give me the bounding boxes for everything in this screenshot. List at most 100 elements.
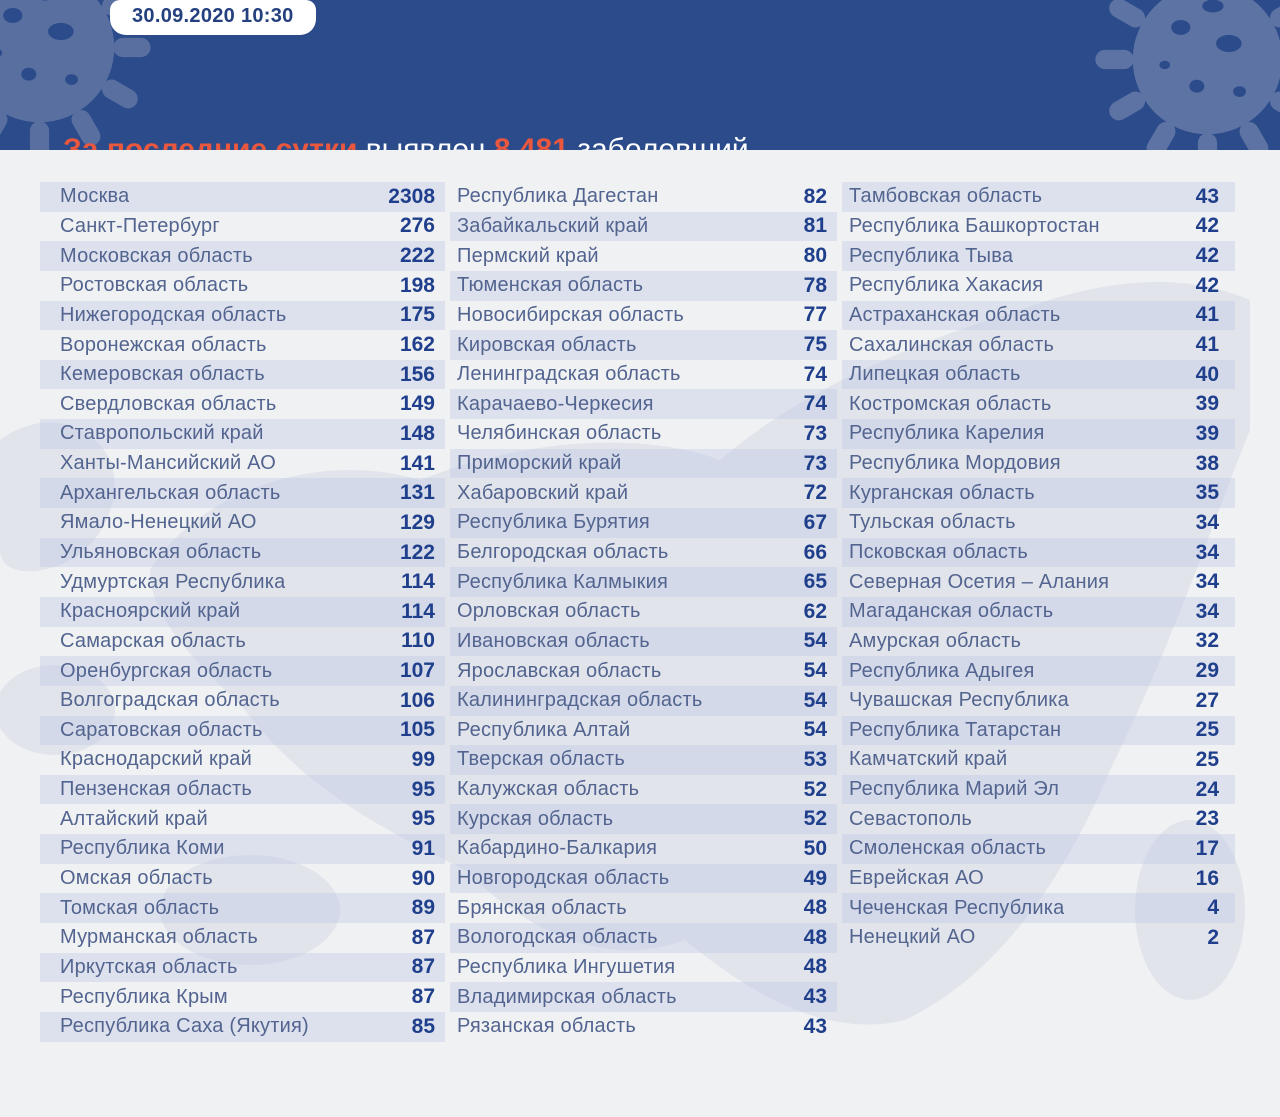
table-row: Республика Башкортостан 42 (842, 212, 1235, 242)
region-name: Нижегородская область (60, 303, 287, 326)
region-name: Магаданская область (849, 600, 1054, 623)
region-name: Республика Дагестан (457, 185, 659, 208)
table-row: Кемеровская область 156 (40, 359, 445, 390)
region-name: Алтайский край (60, 807, 208, 830)
table-row: Ростовская область 198 (40, 271, 445, 301)
table-row: Республика Бурятия 67 (450, 508, 837, 538)
title-accent-period: За последние сутки (63, 133, 358, 150)
region-value: 80 (803, 244, 827, 268)
region-value: 32 (1195, 629, 1219, 653)
region-name: Костромская область (849, 392, 1052, 415)
title-line-1: За последние сутки выявлен 8 481 заболев… (63, 128, 1063, 150)
region-name: Орловская область (457, 600, 641, 623)
region-value: 29 (1195, 659, 1219, 683)
region-name: Амурская область (849, 629, 1022, 652)
region-name: Красноярский край (60, 600, 241, 623)
table-row: Воронежская область 162 (40, 330, 445, 360)
region-name: Республика Калмыкия (457, 570, 669, 593)
region-name: Ивановская область (457, 629, 650, 652)
table-row: Республика Карелия 39 (842, 419, 1235, 449)
table-row: Севастополь 23 (842, 804, 1235, 834)
table-row: Красноярский край 114 (40, 596, 445, 627)
region-value: 54 (803, 718, 827, 742)
region-value: 49 (803, 866, 827, 890)
region-name: Саратовская область (60, 718, 263, 741)
region-value: 62 (803, 599, 827, 623)
region-value: 34 (1195, 599, 1219, 623)
region-value: 53 (803, 747, 827, 771)
region-value: 95 (411, 807, 435, 831)
region-name: Республика Ингушетия (457, 955, 676, 978)
region-name: Кемеровская область (60, 363, 265, 386)
table-row: Белгородская область 66 (450, 538, 837, 568)
region-name: Омская область (60, 867, 213, 890)
table-row: Северная Осетия – Алания 34 (842, 567, 1235, 597)
region-value: 73 (803, 421, 827, 445)
table-row: Брянская область 48 (450, 893, 837, 923)
table-row: Челябинская область 73 (450, 419, 837, 449)
region-name: Республика Марий Эл (849, 778, 1060, 801)
region-value: 48 (803, 896, 827, 920)
region-value: 74 (803, 362, 827, 386)
region-name: Новгородская область (457, 867, 670, 890)
region-name: Ненецкий АО (849, 926, 976, 949)
region-name: Калужская область (457, 778, 640, 801)
table-row: Республика Алтай 54 (450, 716, 837, 746)
table-row: Оренбургская область 107 (40, 656, 445, 686)
table-row: Курская область 52 (450, 804, 837, 835)
table-row: Липецкая область 40 (842, 359, 1235, 390)
region-name: Архангельская область (60, 481, 281, 504)
region-name: Курганская область (849, 481, 1035, 504)
region-value: 54 (803, 688, 827, 712)
region-value: 66 (803, 540, 827, 564)
region-name: Москва (60, 185, 130, 208)
region-value: 48 (803, 955, 827, 979)
table-row: Республика Хакасия 42 (842, 271, 1235, 301)
region-value: 148 (399, 421, 435, 445)
region-value: 43 (803, 985, 827, 1009)
stats-table: Москва 2308 Санкт-Петербург 276 Московская о… (40, 182, 1235, 1042)
table-row: Республика Марий Эл 24 (842, 774, 1235, 805)
region-name: Республика Башкортостан (849, 214, 1100, 237)
region-value: 87 (411, 925, 435, 949)
region-value: 78 (803, 273, 827, 297)
region-name: Самарская область (60, 629, 246, 652)
table-row: Удмуртская Республика 114 (40, 567, 445, 597)
region-value: 85 (411, 1014, 435, 1038)
table-row: Республика Саха (Якутия) 85 (40, 1011, 445, 1042)
region-name: Ханты-Мансийский АО (60, 452, 277, 475)
region-name: Республика Бурятия (457, 511, 650, 534)
region-value: 175 (399, 303, 435, 327)
header: 30.09.2020 10:30 За последние сутки выяв… (0, 0, 1280, 150)
table-row: Республика Мордовия 38 (842, 449, 1235, 479)
region-value: 43 (1195, 184, 1219, 208)
region-name: Белгородская область (457, 541, 669, 563)
table-row: Тамбовская область 43 (842, 182, 1235, 212)
stats-column-1: Москва 2308 Санкт-Петербург 276 Московская о… (40, 182, 445, 1042)
table-row: Республика Калмыкия 65 (450, 567, 837, 597)
table-row: Ямало-Ненецкий АО 129 (40, 508, 445, 538)
region-name: Свердловская область (60, 392, 277, 415)
region-value: 24 (1195, 777, 1219, 801)
region-value: 54 (803, 629, 827, 653)
region-name: Чеченская Республика (849, 896, 1065, 919)
table-row: Смоленская область 17 (842, 834, 1235, 864)
table-row: Камчатский край 25 (842, 745, 1235, 775)
region-name: Вологодская область (457, 926, 658, 949)
region-name: Забайкальский край (457, 214, 649, 237)
region-value: 41 (1195, 303, 1219, 327)
region-value: 141 (399, 451, 435, 475)
region-value: 90 (411, 866, 435, 890)
region-value: 39 (1195, 421, 1219, 445)
table-row: Тульская область 34 (842, 508, 1235, 538)
table-row: Республика Адыгея 29 (842, 656, 1235, 686)
table-row: Кировская область 75 (450, 330, 837, 360)
table-row: Ульяновская область 122 (40, 537, 445, 568)
region-value: 106 (399, 688, 435, 712)
region-name: Приморский край (457, 452, 622, 475)
date-badge: 30.09.2020 10:30 (110, 0, 316, 35)
region-value: 34 (1195, 510, 1219, 534)
table-row: Ставропольский край 148 (40, 419, 445, 449)
region-name: Еврейская АО (849, 867, 984, 890)
